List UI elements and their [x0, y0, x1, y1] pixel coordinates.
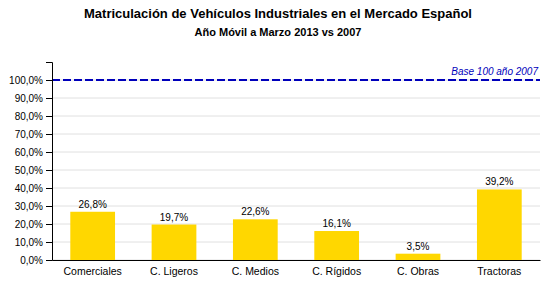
grid-line: [52, 170, 540, 171]
bar: [477, 189, 522, 260]
data-label: 39,2%: [485, 176, 513, 187]
tick-mark: [46, 188, 52, 189]
tick: Tractoras: [477, 265, 521, 277]
grid: [52, 80, 540, 260]
plot: 0,0% 10,0% 20,0% 30,0% 40,0% 50,0% 60,0% 70,0% 8…: [9, 63, 540, 278]
tick-label: 60,0%: [15, 147, 43, 158]
tick-label: 50,0%: [15, 165, 43, 176]
tick: 10,0%: [15, 237, 52, 248]
title: Matriculación de Vehículos Industriales …: [84, 6, 472, 21]
tick: C. Rígidos: [312, 265, 361, 277]
tick-mark: [46, 224, 52, 225]
reference-line: [52, 79, 540, 81]
tick-label: 30,0%: [15, 201, 43, 212]
tick: 20,0%: [15, 219, 52, 230]
data-label: 16,1%: [322, 218, 350, 229]
tick-mark: [46, 260, 52, 261]
tick: 0,0%: [20, 255, 52, 266]
axis-domain: [46, 63, 53, 261]
tick-label: 10,0%: [15, 237, 43, 248]
tick-label: 80,0%: [15, 111, 43, 122]
grid-line: [52, 98, 540, 99]
data-label: 19,7%: [160, 212, 188, 223]
bar: [70, 212, 115, 260]
bar: [152, 225, 197, 260]
tick-label: 0,0%: [20, 255, 43, 266]
tick-label: C. Obras: [397, 265, 439, 277]
bar: [314, 231, 359, 260]
annotation: Base 100 año 2007: [451, 66, 538, 77]
x-axis: Comerciales C. Ligeros C. Medios C. Rígidos…: [53, 261, 541, 278]
tick: 50,0%: [15, 165, 52, 176]
tick-mark: [46, 170, 52, 171]
tick-mark: [46, 80, 52, 81]
tick-label: Tractoras: [477, 265, 521, 277]
marks: [52, 80, 540, 260]
tick-label: C. Medios: [232, 265, 279, 277]
grid-line: [52, 260, 540, 261]
data-labels: 26,8% 19,7% 22,6% 16,1% 3,5% 39,2%: [78, 176, 513, 251]
tick: C. Obras: [397, 265, 439, 277]
tick-label: C. Ligeros: [150, 265, 198, 277]
data-label: 26,8%: [78, 199, 106, 210]
grid-line: [52, 116, 540, 117]
tick: 100,0%: [9, 75, 52, 86]
tick-mark: [46, 134, 52, 135]
tick: Comerciales: [63, 265, 121, 277]
tick-label: 20,0%: [15, 219, 43, 230]
grid-line: [52, 80, 540, 81]
grid-line: [52, 224, 540, 225]
tick-label: 100,0%: [9, 75, 43, 86]
tick-label: Comerciales: [63, 265, 121, 277]
tick: C. Ligeros: [150, 265, 198, 277]
data-label: 3,5%: [407, 241, 430, 252]
tick-label: 40,0%: [15, 183, 43, 194]
tick: 70,0%: [15, 129, 52, 140]
chart: Matriculación de Vehículos Industriales …: [0, 0, 556, 286]
subtitle: Año Móvil a Marzo 2013 vs 2007: [195, 26, 362, 38]
grid-line: [52, 206, 540, 207]
tick-mark: [46, 152, 52, 153]
tick: 30,0%: [15, 201, 52, 212]
axis-domain: [53, 260, 541, 261]
tick-mark: [46, 206, 52, 207]
tick: C. Medios: [232, 265, 279, 277]
y-axis: 0,0% 10,0% 20,0% 30,0% 40,0% 50,0% 60,0% 70,0% 8…: [9, 63, 52, 266]
tick-mark: [46, 116, 52, 117]
grid-line: [52, 152, 540, 153]
bar: [233, 219, 278, 260]
tick-mark: [46, 242, 52, 243]
tick: 80,0%: [15, 111, 52, 122]
data-label: 22,6%: [241, 206, 269, 217]
tick-label: C. Rígidos: [312, 265, 361, 277]
tick-mark: [46, 98, 52, 99]
grid-line: [52, 188, 540, 189]
tick-label: 90,0%: [15, 93, 43, 104]
tick: 60,0%: [15, 147, 52, 158]
bar: [396, 254, 441, 260]
grid-line: [52, 242, 540, 243]
tick: 90,0%: [15, 93, 52, 104]
tick-label: 70,0%: [15, 129, 43, 140]
grid-line: [52, 134, 540, 135]
tick: 40,0%: [15, 183, 52, 194]
